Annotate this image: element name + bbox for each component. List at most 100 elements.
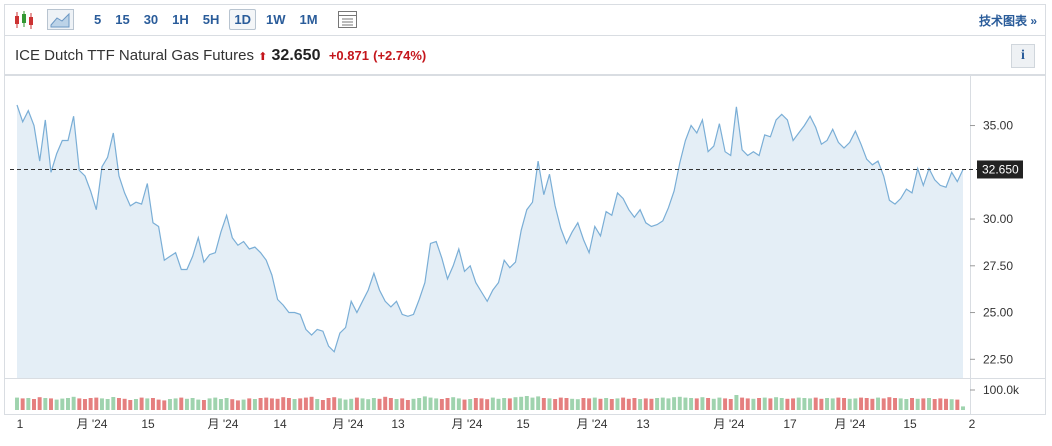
volume-bar <box>224 398 229 410</box>
settings-icon[interactable] <box>337 9 359 31</box>
volume-bar <box>791 398 796 410</box>
volume-bar <box>405 400 410 410</box>
volume-bar <box>581 398 586 410</box>
volume-bar <box>706 398 711 410</box>
volume-bar <box>201 400 206 410</box>
volume-bar <box>485 399 490 410</box>
volume-bar <box>230 399 235 410</box>
volume-bar <box>615 398 620 410</box>
interval-button[interactable]: 15 <box>115 12 130 27</box>
volume-bar <box>337 398 342 410</box>
volume-bar <box>275 398 280 410</box>
volume-bar <box>326 398 331 410</box>
price-area <box>17 105 963 378</box>
volume-bar <box>717 397 722 410</box>
volume-bar <box>700 397 705 410</box>
volume-bar <box>252 399 257 410</box>
volume-bar <box>439 399 444 410</box>
volume-bar <box>122 398 127 410</box>
volume-bar <box>54 399 59 410</box>
price-change: +0.871 <box>328 48 369 63</box>
volume-bar <box>847 398 852 410</box>
volume-bar <box>173 398 178 410</box>
interval-button[interactable]: 1M <box>299 12 318 27</box>
volume-bar <box>887 397 892 410</box>
volume-bar <box>938 398 943 410</box>
x-tick-label: 月 '24 <box>333 417 364 431</box>
volume-bar <box>904 399 909 410</box>
volume-bar <box>723 398 728 410</box>
volume-bar <box>286 398 291 410</box>
interval-button[interactable]: 5 <box>94 12 102 27</box>
volume-bar <box>258 398 263 410</box>
volume-bar <box>711 398 716 410</box>
volume-bar <box>82 399 87 410</box>
volume-bar <box>77 398 82 410</box>
watermark: 英为财情 Investing.com <box>30 333 110 367</box>
last-price-label: 32.650 <box>982 162 1019 176</box>
technical-chart-link[interactable]: 技术图表 » <box>978 14 1037 28</box>
volume-bar <box>762 397 767 410</box>
volume-bar <box>349 398 354 410</box>
volume-bar <box>621 397 626 410</box>
interval-button[interactable]: 1H <box>172 12 189 27</box>
x-tick-label: 月 '24 <box>452 417 483 431</box>
volume-bar <box>156 399 161 410</box>
volume-bar <box>411 398 416 410</box>
volume-bar <box>383 396 388 410</box>
volume-bar <box>60 398 65 410</box>
volume-bar <box>354 397 359 410</box>
volume-bar <box>870 398 875 410</box>
volume-bar <box>825 398 830 410</box>
volume-bar <box>218 399 223 410</box>
area-icon[interactable] <box>47 9 75 31</box>
volume-bar <box>133 399 138 410</box>
volume-bar <box>451 397 456 410</box>
volume-bar <box>859 397 864 410</box>
volume-bar <box>519 396 524 410</box>
volume-bar <box>921 398 926 410</box>
volume-bar <box>235 400 240 410</box>
x-tick-label: 13 <box>636 417 650 431</box>
volume-bar <box>530 397 535 410</box>
volume-bar <box>49 398 53 410</box>
price-line <box>16 104 964 353</box>
volume-bar <box>298 398 303 410</box>
volume-tick-label: 100.0k <box>983 383 1020 397</box>
info-button[interactable]: i <box>1011 44 1035 68</box>
volume-bar <box>184 398 189 410</box>
volume-bar <box>694 398 699 410</box>
volume-bar <box>422 396 427 410</box>
volume-bar <box>632 398 637 410</box>
volume-bar <box>932 399 937 410</box>
x-tick-label: 15 <box>516 417 530 431</box>
candlestick-icon[interactable] <box>11 9 41 31</box>
volume-bar <box>779 398 784 410</box>
volume-bar <box>207 398 212 410</box>
interval-button[interactable]: 1D <box>229 9 257 30</box>
volume-bar <box>128 400 133 410</box>
quote-line: ICE Dutch TTF Natural Gas Futures ⬆ 32.6… <box>15 47 426 65</box>
volume-bar <box>445 398 450 410</box>
x-tick-label: 14 <box>273 417 287 431</box>
volume-bar <box>371 398 376 410</box>
volume-bar <box>145 398 150 410</box>
instrument-name: ICE Dutch TTF Natural Gas Futures <box>15 47 254 64</box>
volume-bar <box>196 399 201 410</box>
last-price-box <box>977 160 1023 179</box>
volume-bar <box>598 398 603 410</box>
volume-bar <box>757 398 762 410</box>
x-tick-label: 月 '24 <box>208 417 239 431</box>
volume-bar <box>915 398 920 410</box>
volume-bar <box>864 398 869 410</box>
interval-button[interactable]: 1W <box>266 12 286 27</box>
interval-button[interactable]: 30 <box>143 12 159 27</box>
interval-button[interactable]: 5H <box>202 12 220 27</box>
volume-bar <box>247 398 252 410</box>
volume-bar <box>638 399 643 410</box>
volume-bar <box>666 398 671 410</box>
volume-bar <box>768 398 773 410</box>
volume-bar <box>88 398 93 410</box>
y-tick-label: 30.00 <box>983 212 1013 226</box>
